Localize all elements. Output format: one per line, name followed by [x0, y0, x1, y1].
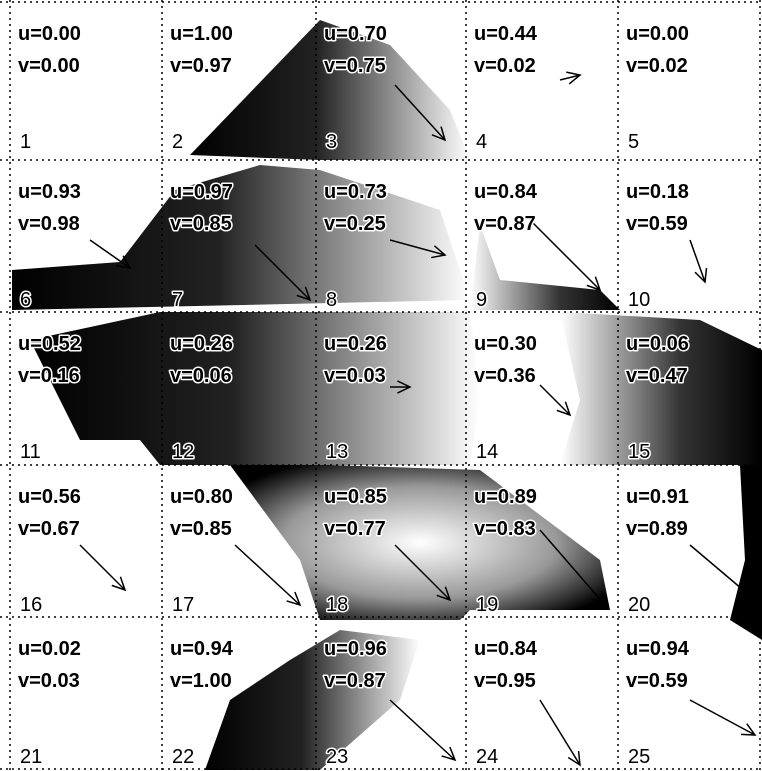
cell-index: 15	[628, 441, 650, 463]
cell-index: 4	[476, 131, 487, 153]
u-label: u=0.97	[170, 181, 233, 203]
dark-region	[30, 312, 480, 465]
cell-index: 19	[476, 594, 498, 616]
v-label: v=0.75	[324, 55, 386, 77]
u-label: u=0.84	[474, 181, 538, 203]
cell-index: 13	[326, 441, 348, 463]
u-label: u=0.85	[324, 486, 387, 508]
v-label: v=0.97	[170, 55, 232, 77]
u-label: u=0.00	[626, 23, 689, 45]
v-label: v=0.03	[324, 365, 386, 387]
cell-index: 21	[20, 746, 42, 768]
u-label: u=0.56	[18, 486, 81, 508]
cell-index: 20	[628, 594, 650, 616]
v-label: v=0.67	[18, 518, 80, 540]
motion-arrow	[690, 700, 755, 735]
cell-index: 6	[20, 289, 31, 311]
v-label: v=0.25	[324, 213, 386, 235]
u-label: u=0.70	[324, 23, 387, 45]
v-label: v=0.36	[474, 365, 536, 387]
v-label: v=0.16	[18, 365, 80, 387]
cell-index: 24	[476, 746, 498, 768]
motion-arrow	[560, 72, 580, 84]
u-label: u=0.26	[324, 333, 387, 355]
dark-region	[730, 465, 762, 640]
v-label: v=0.59	[626, 213, 688, 235]
v-label: v=0.06	[170, 365, 232, 387]
v-label: v=0.47	[626, 365, 688, 387]
cell-index: 17	[172, 594, 194, 616]
v-label: v=0.89	[626, 518, 688, 540]
motion-arrow	[690, 240, 706, 282]
u-label: u=0.30	[474, 333, 537, 355]
u-label: u=0.94	[626, 638, 690, 660]
motion-arrow	[540, 385, 570, 415]
v-label: v=0.02	[626, 55, 688, 77]
v-label: v=0.98	[18, 213, 80, 235]
u-label: u=0.52	[18, 333, 81, 355]
cell-index: 25	[628, 746, 650, 768]
motion-arrow	[390, 700, 455, 760]
cell-index: 7	[172, 289, 183, 311]
cell-index: 23	[326, 746, 348, 768]
dark-region	[230, 465, 610, 620]
motion-arrow	[80, 545, 125, 590]
v-label: v=1.00	[170, 670, 232, 692]
u-label: u=0.00	[18, 23, 81, 45]
cell-index: 22	[172, 746, 194, 768]
u-label: u=0.80	[170, 486, 233, 508]
u-label: u=0.96	[324, 638, 387, 660]
v-label: v=0.83	[474, 518, 536, 540]
u-label: u=0.44	[474, 23, 538, 45]
dark-region	[205, 630, 420, 770]
cell-index: 9	[476, 289, 487, 311]
v-label: v=0.77	[324, 518, 386, 540]
cell-index: 8	[326, 289, 337, 311]
v-label: v=0.87	[474, 213, 536, 235]
cell-index: 1	[20, 131, 31, 153]
u-label: u=0.73	[324, 181, 387, 203]
u-label: u=0.89	[474, 486, 537, 508]
u-label: u=0.84	[474, 638, 538, 660]
cell-index: 12	[172, 441, 194, 463]
motion-arrow	[540, 700, 580, 765]
v-label: v=0.95	[474, 670, 536, 692]
cell-index: 18	[326, 594, 348, 616]
cell-index: 16	[20, 594, 42, 616]
motion-arrow	[235, 545, 300, 605]
v-label: v=0.85	[170, 213, 232, 235]
v-label: v=0.85	[170, 518, 232, 540]
cell-index: 2	[172, 131, 183, 153]
motion-arrow	[530, 220, 600, 290]
v-label: v=0.02	[474, 55, 536, 77]
dark-region	[470, 225, 620, 310]
v-label: v=0.00	[18, 55, 80, 77]
cell-index: 14	[476, 441, 498, 463]
v-label: v=0.03	[18, 670, 80, 692]
u-label: u=0.02	[18, 638, 81, 660]
v-label: v=0.59	[626, 670, 688, 692]
u-label: u=0.18	[626, 181, 689, 203]
u-label: u=0.93	[18, 181, 81, 203]
u-label: u=0.06	[626, 333, 689, 355]
cell-index: 10	[628, 289, 650, 311]
u-label: u=0.94	[170, 638, 234, 660]
figure: u=0.00 v=0.00 1 u=1.00 v=0.97 2 u=0.70 v=0.75 3 u…	[0, 0, 762, 771]
u-label: u=1.00	[170, 23, 233, 45]
cell-index: 11	[20, 441, 41, 463]
cell-index: 5	[628, 131, 639, 153]
u-label: u=0.91	[626, 486, 689, 508]
u-label: u=0.26	[170, 333, 233, 355]
cell-index: 3	[326, 131, 337, 153]
v-label: v=0.87	[324, 670, 386, 692]
